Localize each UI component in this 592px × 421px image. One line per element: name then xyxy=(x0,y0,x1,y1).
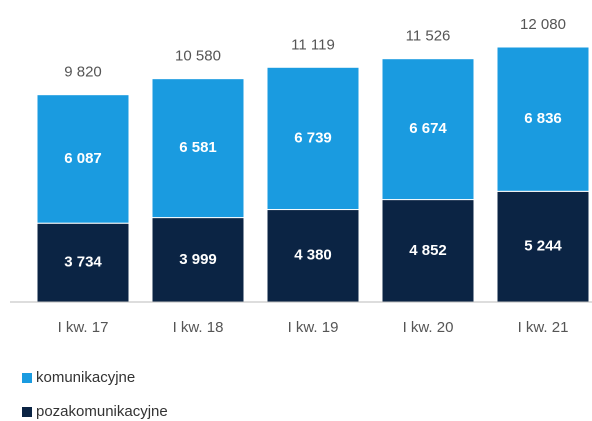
bar-segment xyxy=(266,66,360,211)
value-label: 3 999 xyxy=(179,251,217,268)
legend-swatch xyxy=(22,407,32,417)
value-label: 6 674 xyxy=(409,120,447,137)
total-label: 9 820 xyxy=(64,64,102,81)
x-tick-label: I kw. 19 xyxy=(288,319,339,336)
x-tick-label: I kw. 20 xyxy=(403,319,454,336)
legend-label: komunikacyjne xyxy=(36,369,135,386)
total-label: 11 526 xyxy=(406,28,451,45)
value-label: 4 380 xyxy=(294,247,332,264)
total-label: 12 080 xyxy=(520,16,566,33)
total-label: 11 119 xyxy=(291,36,335,53)
legend-label: pozakomunikacyjne xyxy=(36,403,168,420)
value-label: 3 734 xyxy=(64,254,102,271)
value-label: 6 739 xyxy=(294,129,332,146)
value-label: 6 836 xyxy=(524,110,562,127)
value-label: 4 852 xyxy=(409,242,447,259)
value-label: 5 244 xyxy=(524,238,562,255)
bar-segment xyxy=(36,94,130,224)
total-label: 10 580 xyxy=(175,48,221,65)
bar-segment xyxy=(266,209,360,303)
x-tick-label: I kw. 17 xyxy=(58,319,109,336)
bar-segment xyxy=(496,46,590,192)
bar-segment xyxy=(381,58,475,201)
legend-swatch xyxy=(22,373,32,383)
x-tick-label: I kw. 21 xyxy=(518,319,569,336)
bar-segment xyxy=(151,78,245,219)
x-tick-label: I kw. 18 xyxy=(173,319,224,336)
value-label: 6 087 xyxy=(64,150,102,167)
value-label: 6 581 xyxy=(179,139,217,156)
bar-segment xyxy=(36,222,130,303)
